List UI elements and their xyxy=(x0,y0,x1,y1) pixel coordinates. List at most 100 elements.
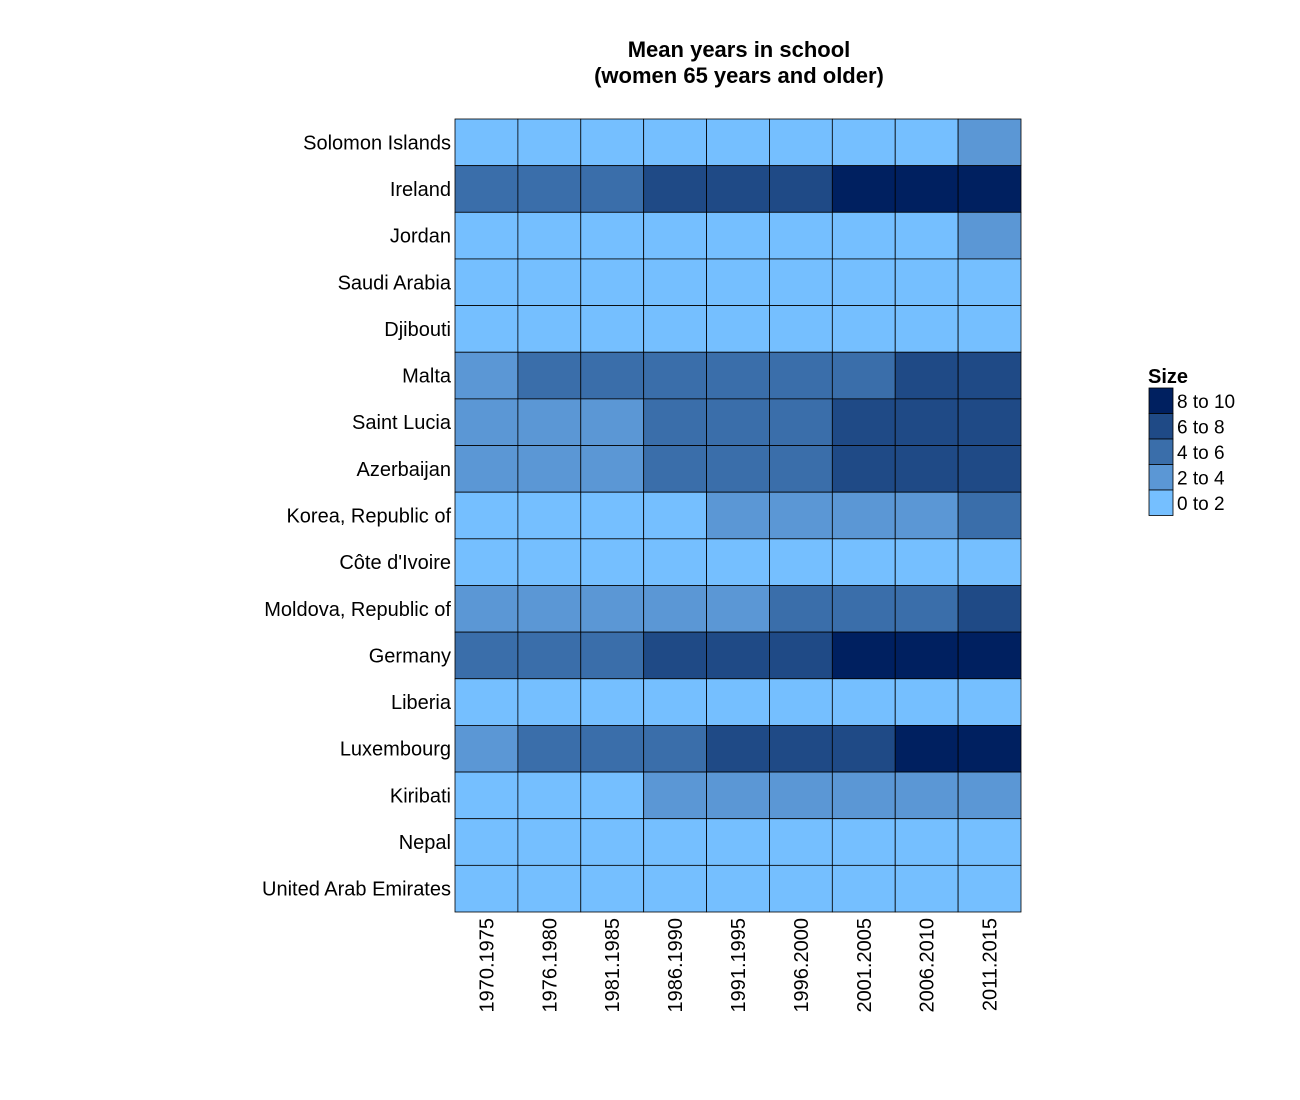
y-tick-label: Ireland xyxy=(390,179,451,201)
heatmap-cell xyxy=(957,678,1022,726)
heatmap-cell xyxy=(769,631,833,680)
y-tick-label: Djibouti xyxy=(384,319,451,341)
heatmap-cell xyxy=(643,864,707,913)
heatmap-cell xyxy=(517,165,582,213)
heatmap-cell xyxy=(517,585,582,633)
heatmap-cell xyxy=(454,725,519,773)
heatmap-cell xyxy=(957,771,1022,820)
heatmap-cell xyxy=(706,538,770,586)
heatmap-cell xyxy=(454,818,519,866)
legend-swatch xyxy=(1148,464,1174,491)
legend-label: 4 to 6 xyxy=(1177,443,1225,464)
y-tick-label: Jordan xyxy=(390,226,451,248)
heatmap-cell xyxy=(454,165,519,213)
heatmap-cell xyxy=(643,258,707,306)
heatmap-cell xyxy=(643,585,707,633)
heatmap-cell xyxy=(769,258,833,306)
heatmap-cell xyxy=(894,445,959,493)
heatmap-cell xyxy=(643,771,707,820)
y-axis-tick-labels: Solomon Islands Ireland Jordan Saudi Arabia… xyxy=(262,132,452,900)
heatmap-cell xyxy=(831,258,896,306)
heatmap-cell xyxy=(706,864,770,913)
heatmap-cell xyxy=(454,118,519,167)
legend-swatch xyxy=(1148,438,1174,465)
heatmap-cell xyxy=(831,771,896,820)
y-tick-label: Liberia xyxy=(391,692,452,714)
heatmap-cell xyxy=(517,258,582,306)
heatmap-cell xyxy=(643,165,707,213)
heatmap-cell xyxy=(643,398,707,446)
heatmap-cell xyxy=(580,211,645,260)
heatmap-cell xyxy=(580,305,645,353)
heatmap-cell xyxy=(580,631,645,680)
heatmap-cell xyxy=(769,211,833,260)
heatmap-cell xyxy=(706,118,770,167)
heatmap-cell xyxy=(454,351,519,400)
heatmap-cell xyxy=(517,445,582,493)
heatmap-cell xyxy=(831,538,896,586)
heatmap-cell xyxy=(706,398,770,446)
heatmap-cell xyxy=(706,491,770,540)
chart-title-line-2: (women 65 years and older) xyxy=(594,63,884,88)
heatmap-cell xyxy=(517,771,582,820)
y-tick-label: Moldova, Republic of xyxy=(264,599,451,621)
heatmap-cell xyxy=(643,725,707,773)
heatmap-cell xyxy=(454,585,519,633)
heatmap-cells xyxy=(454,118,1022,913)
legend-swatch xyxy=(1148,489,1174,516)
heatmap-cell xyxy=(894,538,959,586)
heatmap-cell xyxy=(894,211,959,260)
heatmap-cell xyxy=(894,258,959,306)
heatmap-cell xyxy=(454,445,519,493)
x-axis-tick-labels: 1970.1975 1976.1980 1981.1985 1986.1990 1991… xyxy=(476,918,1001,1013)
heatmap-cell xyxy=(517,678,582,726)
heatmap-cell xyxy=(957,818,1022,866)
heatmap-cell xyxy=(894,351,959,400)
heatmap-cell xyxy=(769,771,833,820)
heatmap-cell xyxy=(517,118,582,167)
heatmap-cell xyxy=(643,211,707,260)
heatmap-cell xyxy=(706,305,770,353)
heatmap-cell xyxy=(643,351,707,400)
heatmap-cell xyxy=(580,165,645,213)
y-tick-label: Luxembourg xyxy=(340,739,451,761)
heatmap-cell xyxy=(517,538,582,586)
x-tick-label: 2001.2005 xyxy=(854,918,876,1013)
heatmap-cell xyxy=(894,398,959,446)
y-tick-label: Malta xyxy=(402,366,452,388)
heatmap-cell xyxy=(831,351,896,400)
heatmap-cell xyxy=(706,678,770,726)
heatmap-cell xyxy=(706,258,770,306)
heatmap-cell xyxy=(957,491,1022,540)
heatmap-cell xyxy=(454,864,519,913)
heatmap-cell xyxy=(706,211,770,260)
heatmap-cell xyxy=(894,678,959,726)
heatmap-cell xyxy=(517,864,582,913)
heatmap-cell xyxy=(957,631,1022,680)
heatmap-cell xyxy=(517,491,582,540)
x-tick-label: 1996.2000 xyxy=(791,918,813,1013)
heatmap-cell xyxy=(894,864,959,913)
heatmap-cell xyxy=(706,631,770,680)
heatmap-cell xyxy=(580,585,645,633)
legend-title: Size xyxy=(1148,366,1188,388)
heatmap-cell xyxy=(831,491,896,540)
heatmap-cell xyxy=(957,585,1022,633)
heatmap-cell xyxy=(643,538,707,586)
heatmap-cell xyxy=(643,678,707,726)
heatmap-cell xyxy=(957,864,1022,913)
legend-items: 8 to 10 6 to 8 4 to 6 2 to 4 0 to 2 xyxy=(1148,387,1235,516)
heatmap-cell xyxy=(643,631,707,680)
heatmap-cell xyxy=(957,351,1022,400)
heatmap-cell xyxy=(894,118,959,167)
heatmap-cell xyxy=(831,585,896,633)
heatmap-cell xyxy=(454,678,519,726)
heatmap-cell xyxy=(706,445,770,493)
heatmap-cell xyxy=(706,725,770,773)
heatmap-cell xyxy=(454,305,519,353)
heatmap-cell xyxy=(580,771,645,820)
heatmap-cell xyxy=(769,118,833,167)
heatmap-cell xyxy=(957,538,1022,586)
heatmap-cell xyxy=(894,305,959,353)
heatmap-cell xyxy=(894,491,959,540)
